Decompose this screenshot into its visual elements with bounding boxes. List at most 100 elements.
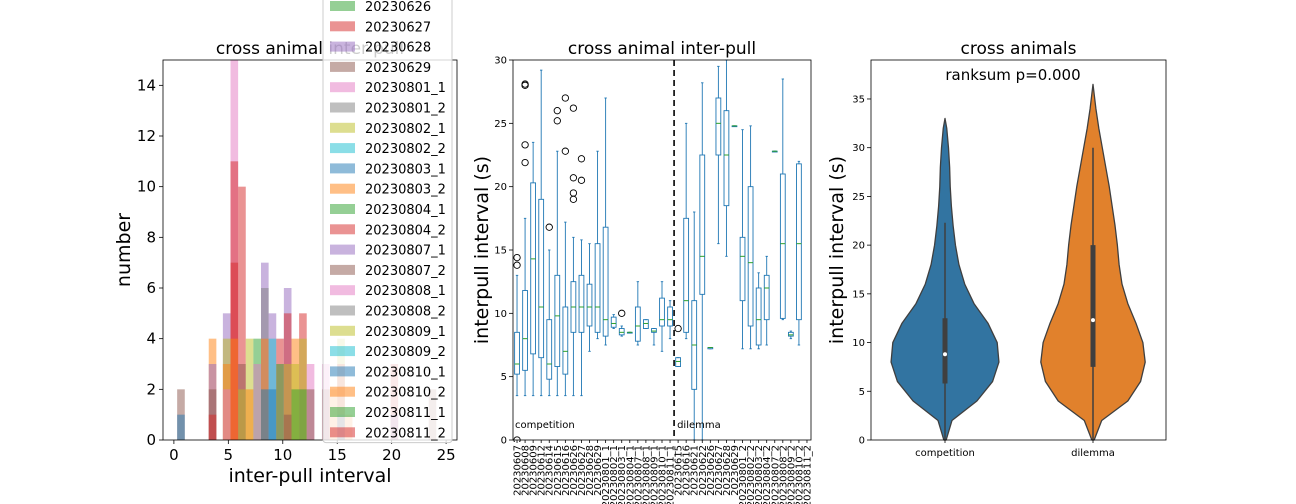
x-tick-label: 20230627 (714, 445, 725, 496)
histogram-frame (162, 59, 458, 441)
outlier-point (513, 253, 521, 262)
outlier-point (577, 176, 586, 184)
box (659, 281, 665, 352)
histogram-bar (291, 389, 300, 440)
histogram-bar (238, 389, 246, 440)
outlier-point (513, 261, 521, 269)
box (683, 122, 690, 340)
y-tick-label: 6 (146, 279, 156, 297)
histogram-bar (245, 389, 254, 440)
box-body (699, 154, 706, 295)
box (594, 150, 601, 340)
x-tick-label: 20230803_1 (617, 445, 628, 504)
x-tick-label: 20230609 (529, 445, 540, 496)
y-tick-label: 0 (859, 436, 865, 447)
box-body (554, 274, 561, 367)
outlier-point (569, 174, 578, 182)
box-body (763, 274, 770, 321)
x-tick-label: 20230801_1 (601, 445, 612, 504)
x-tick-label: 20230807_1 (633, 445, 644, 504)
x-tick-label: 20230622 (698, 445, 709, 496)
legend-label: 20230808_1 (365, 284, 446, 299)
x-tick-label: 20230811_2 (802, 445, 813, 504)
legend-swatch (330, 41, 355, 52)
box (610, 314, 617, 329)
legend-swatch (330, 122, 355, 133)
x-tick-label: 20230628 (585, 445, 596, 496)
histogram-bar (222, 389, 231, 440)
box-body (739, 236, 746, 302)
x-tick-label: 20230810_1 (658, 445, 669, 504)
box-body (610, 316, 617, 328)
x-tick-label: 20230802_1 (609, 445, 620, 504)
box (699, 82, 706, 441)
box (691, 211, 698, 441)
box (569, 104, 578, 397)
legend-label: 20230804_2 (365, 223, 446, 238)
histogram-bar (238, 186, 246, 440)
box (715, 65, 722, 245)
violin (890, 117, 1000, 441)
violin (1040, 83, 1146, 441)
box-body (796, 163, 802, 321)
box (530, 141, 537, 397)
x-tick-label: 20230615 (553, 445, 564, 496)
x-tick-label: 20230802_2 (746, 445, 757, 504)
legend-label: 20230802_1 (365, 122, 446, 137)
histogram-bar (299, 338, 307, 440)
legend-swatch (330, 244, 355, 255)
box-body (546, 319, 553, 380)
box (634, 281, 641, 346)
histogram-bar (306, 389, 315, 440)
violin-median-point (1091, 318, 1095, 323)
ranksum-annotation: ranksum p=0.000 (945, 66, 1080, 84)
histogram-bar (208, 414, 217, 440)
x-tick-label: 20230801_2 (738, 445, 749, 504)
group-label-competition: competition (515, 420, 575, 431)
x-tick-label: competition (915, 448, 975, 459)
box (779, 78, 786, 321)
box-body (514, 331, 520, 375)
histogram-bar (230, 338, 239, 440)
histogram-bar (268, 338, 277, 440)
x-tick-label: 20230808_2 (778, 445, 789, 504)
box (577, 155, 586, 397)
legend-swatch (330, 285, 355, 296)
legend-swatch (330, 1, 355, 11)
legend-swatch (330, 346, 355, 357)
box (731, 125, 738, 128)
x-tick-label: 20230626 (569, 445, 580, 496)
legend-frame (322, 0, 453, 444)
group-label-dilemma: dilemma (677, 420, 721, 431)
box-body (683, 217, 690, 333)
outlier-point (553, 107, 561, 115)
outlier-point (569, 104, 578, 112)
box-body (618, 328, 625, 336)
box-body (667, 306, 673, 327)
box (561, 94, 570, 397)
y-tick-label: 30 (494, 56, 507, 67)
legend-swatch (330, 102, 355, 113)
legend-label: 20230628 (365, 41, 431, 56)
y-tick-label: 35 (852, 94, 865, 105)
boxes (513, 59, 802, 442)
box (723, 59, 730, 257)
box (674, 324, 682, 367)
x-tick-label: 20230811_1 (666, 445, 677, 504)
box (747, 125, 754, 350)
y-tick-label: 2 (146, 380, 156, 398)
legend-label: 20230810_2 (365, 386, 446, 401)
y-tick-label: 25 (494, 119, 507, 130)
box-body (522, 290, 528, 371)
y-axis-label: number (113, 213, 135, 287)
legend-label: 20230804_1 (365, 203, 446, 218)
violin-median-point (943, 352, 947, 357)
legend-label: 20230807_2 (365, 264, 446, 279)
boxplot-panel: competition dilemma0510152025302023060720… (471, 39, 813, 504)
x-tick-label: 20230608 (521, 445, 532, 496)
x-tick-label: 20230803_2 (754, 445, 765, 504)
y-tick-label: 14 (137, 76, 156, 94)
legend-label: 20230811_1 (365, 406, 446, 421)
x-tick-label: 20230809_2 (786, 445, 797, 504)
outlier-point (618, 309, 626, 317)
